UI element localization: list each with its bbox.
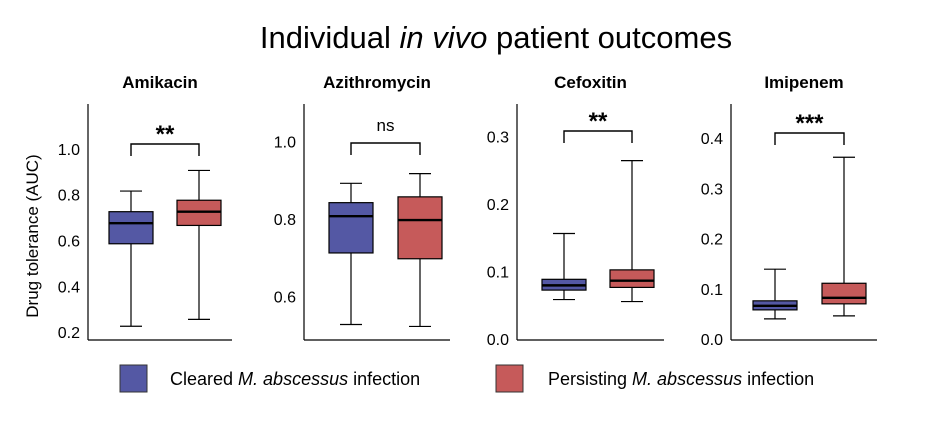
box-iqr — [397, 196, 443, 260]
y-tick-label: 0.4 — [701, 131, 723, 148]
y-tick-label: 0.2 — [487, 197, 509, 214]
significance-bracket — [774, 132, 845, 145]
significance-bracket — [130, 143, 200, 156]
panel-azithromycin: Azithromycin 0.6 0.8 1.0 ns — [274, 73, 450, 341]
legend-label-species: M. abscessus — [238, 369, 348, 389]
legend-label-species: M. abscessus — [632, 369, 742, 389]
panel-title: Cefoxitin — [554, 73, 627, 92]
legend-swatch — [119, 364, 148, 393]
significance-label: ** — [156, 121, 175, 148]
box-iqr — [108, 211, 154, 245]
y-tick-label: 0.1 — [701, 282, 723, 299]
legend-label: Cleared M. abscessus infection — [170, 369, 420, 389]
chart-title: Individual in vivo patient outcomes — [260, 20, 732, 55]
significance-bracket — [350, 142, 421, 155]
legend-label-post: infection — [742, 369, 814, 389]
y-tick-label: 0.8 — [274, 212, 296, 229]
box-persisting — [176, 169, 222, 320]
y-tick-label: 0.0 — [701, 332, 723, 349]
y-tick-label: 0.1 — [487, 265, 509, 282]
box-cleared — [541, 232, 587, 301]
box-persisting — [397, 173, 443, 328]
panel-title: Azithromycin — [323, 73, 431, 92]
legend-label: Persisting M. abscessus infection — [548, 369, 814, 389]
significance-label: ns — [377, 116, 395, 135]
panel-amikacin: Amikacin 0.2 0.4 0.6 0.8 1.0 ** — [58, 73, 232, 342]
box-persisting — [609, 160, 655, 303]
panels: Amikacin 0.2 0.4 0.6 0.8 1.0 ** Azithromycin 0.6… — [58, 73, 877, 349]
box-persisting — [821, 156, 867, 317]
box-iqr — [609, 269, 655, 289]
legend-item-persisting: Persisting M. abscessus infection — [495, 364, 814, 393]
legend-label-post: infection — [348, 369, 420, 389]
y-tick-label: 1.0 — [58, 142, 80, 159]
y-tick-label: 0.6 — [58, 233, 80, 250]
box-cleared — [108, 190, 154, 327]
panel-title: Amikacin — [122, 73, 198, 92]
legend-label-pre: Cleared — [170, 369, 238, 389]
y-tick-label: 0.4 — [58, 279, 80, 296]
y-tick-label: 1.0 — [274, 135, 296, 152]
box-cleared — [752, 268, 798, 320]
box-iqr — [328, 202, 374, 254]
panel-cefoxitin: Cefoxitin 0.0 0.1 0.2 0.3 ** — [487, 73, 664, 349]
significance-bracket — [563, 130, 633, 143]
legend-label-pre: Persisting — [548, 369, 632, 389]
y-tick-label: 0.3 — [487, 130, 509, 147]
box-cleared — [328, 182, 374, 326]
legend-item-cleared: Cleared M. abscessus infection — [119, 364, 420, 393]
significance-label: *** — [795, 110, 824, 137]
y-tick-label: 0.2 — [58, 325, 80, 342]
y-axis-label: Drug tolerance (AUC) — [23, 154, 42, 317]
y-tick-label: 0.6 — [274, 289, 296, 306]
y-tick-label: 0.2 — [701, 232, 723, 249]
legend: Cleared M. abscessus infection Persisting… — [119, 364, 814, 393]
panel-imipenem: Imipenem 0.0 0.1 0.2 0.3 0.4 *** — [701, 73, 877, 349]
significance-label: ** — [589, 108, 608, 135]
y-tick-label: 0.8 — [58, 188, 80, 205]
panel-title: Imipenem — [764, 73, 843, 92]
legend-swatch — [495, 364, 524, 393]
y-tick-label: 0.3 — [701, 181, 723, 198]
y-tick-label: 0.0 — [487, 332, 509, 349]
box-iqr — [821, 282, 867, 305]
